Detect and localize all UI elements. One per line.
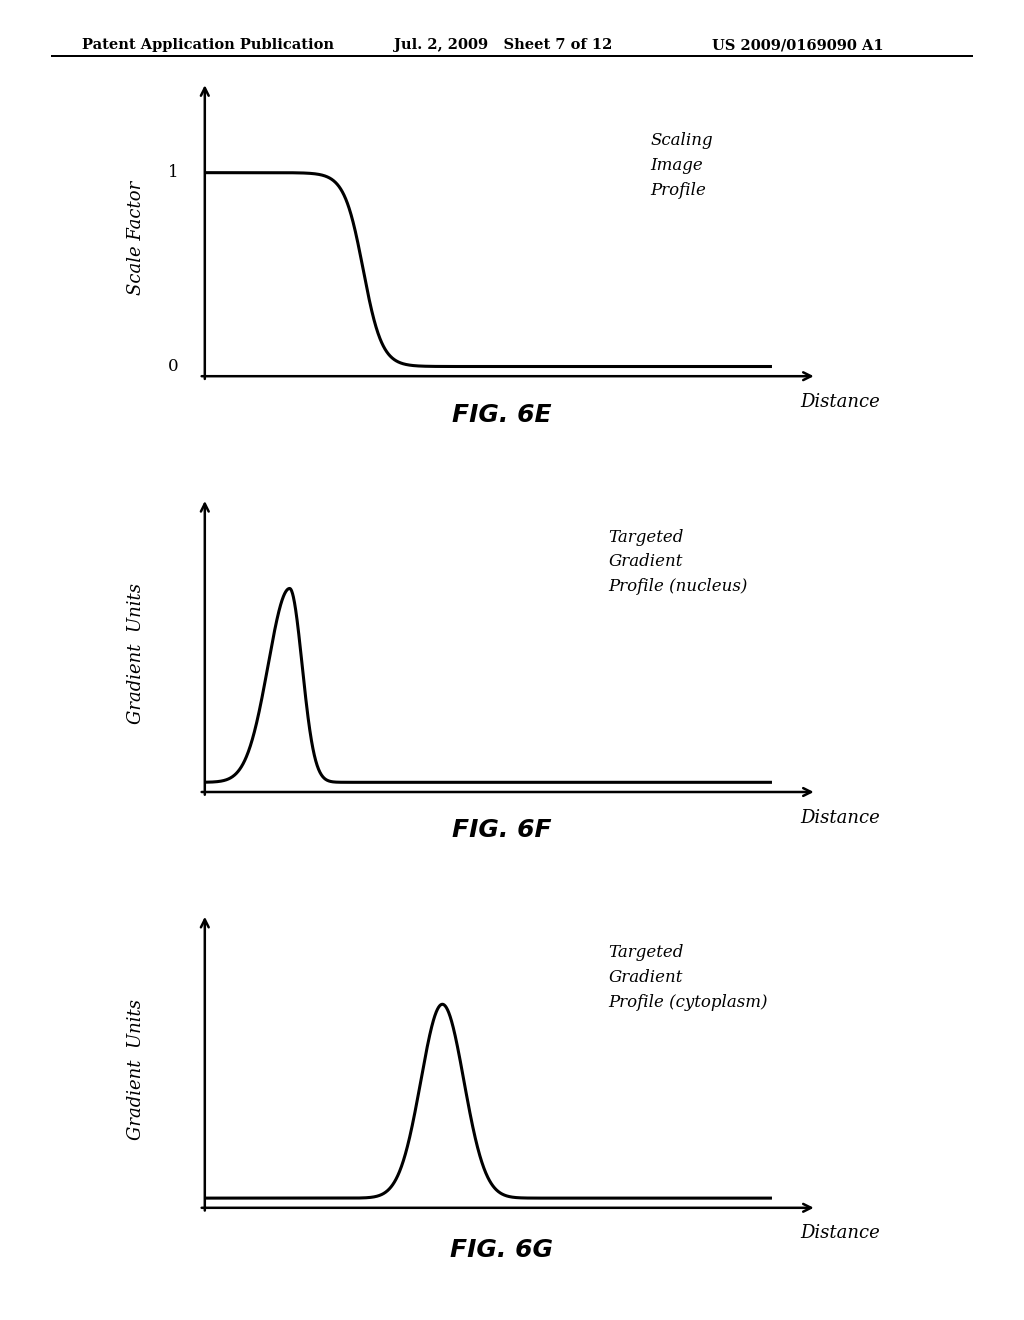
- Text: Distance: Distance: [801, 1225, 881, 1242]
- Text: Targeted
Gradient
Profile (cytoplasm): Targeted Gradient Profile (cytoplasm): [608, 945, 768, 1011]
- Text: Scale Factor: Scale Factor: [128, 181, 145, 294]
- Text: Scaling
Image
Profile: Scaling Image Profile: [650, 132, 713, 199]
- Text: FIG. 6F: FIG. 6F: [452, 818, 552, 842]
- Text: FIG. 6G: FIG. 6G: [451, 1238, 553, 1262]
- Text: 0: 0: [168, 358, 178, 375]
- Text: Jul. 2, 2009   Sheet 7 of 12: Jul. 2, 2009 Sheet 7 of 12: [394, 38, 612, 53]
- Text: US 2009/0169090 A1: US 2009/0169090 A1: [712, 38, 884, 53]
- Text: Distance: Distance: [801, 809, 881, 826]
- Text: FIG. 6E: FIG. 6E: [452, 403, 552, 426]
- Text: 1: 1: [168, 164, 178, 181]
- Text: Gradient  Units: Gradient Units: [128, 583, 145, 723]
- Text: Targeted
Gradient
Profile (nucleus): Targeted Gradient Profile (nucleus): [608, 529, 749, 595]
- Text: Patent Application Publication: Patent Application Publication: [82, 38, 334, 53]
- Text: Gradient  Units: Gradient Units: [128, 999, 145, 1139]
- Text: Distance: Distance: [801, 393, 881, 411]
